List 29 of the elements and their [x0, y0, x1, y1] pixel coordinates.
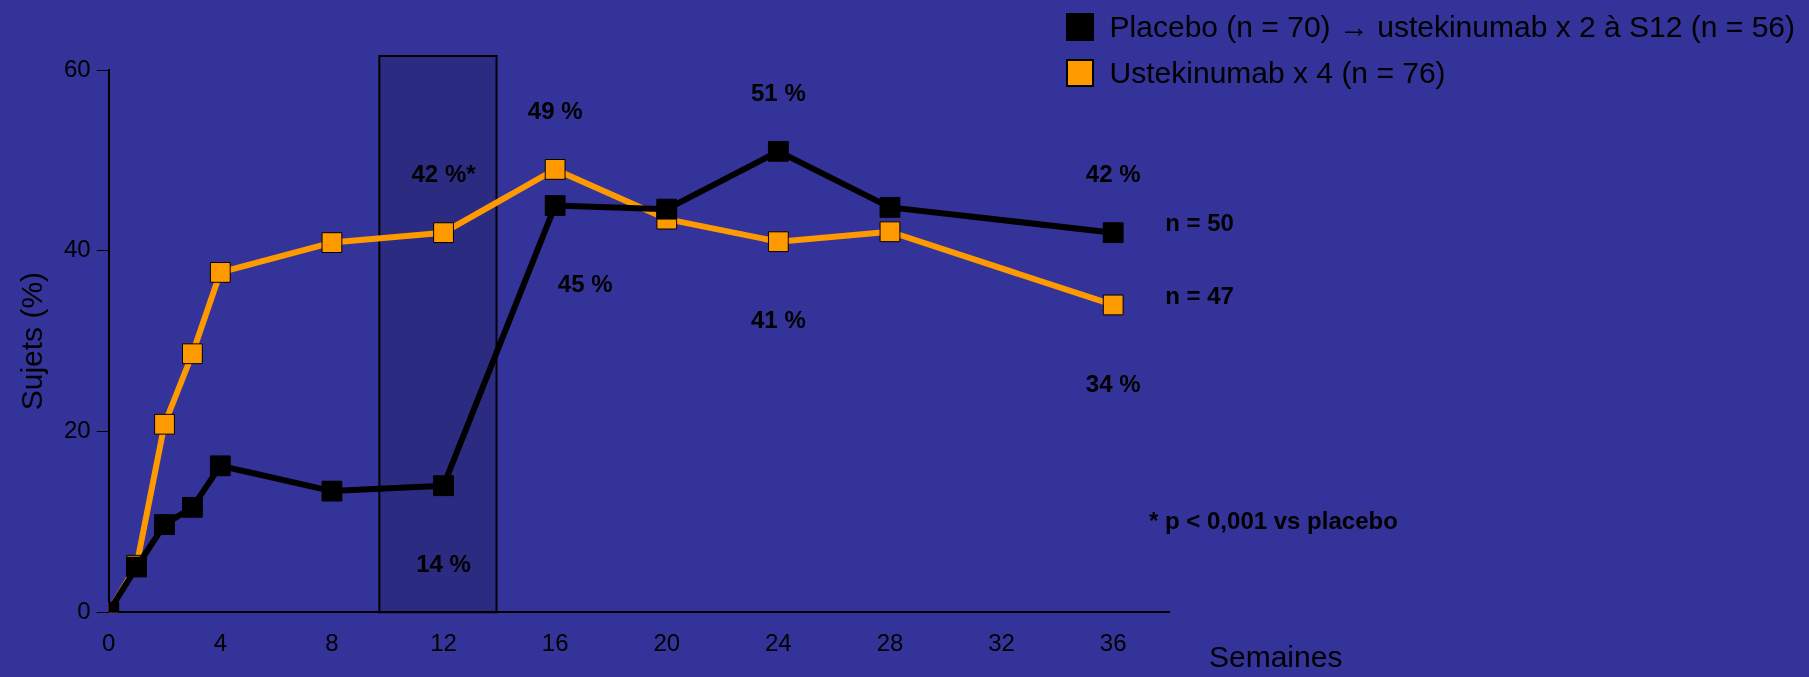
x-tick-label: 28 [876, 629, 904, 657]
y-tick-label: 60 [63, 54, 91, 82]
annotation: * p < 0,001 vs placebo [1149, 507, 1398, 535]
data-label: 34 % [1085, 369, 1141, 397]
x-tick-label: 12 [430, 629, 457, 657]
x-axis-title: Semaines [1209, 640, 1343, 674]
annotation: n = 50 [1165, 209, 1234, 237]
data-label: 49 % [527, 97, 583, 125]
y-tick-label: 20 [63, 416, 91, 444]
x-tick-label: 36 [1099, 629, 1127, 657]
data-label: 14 % [416, 550, 471, 578]
annotation: n = 47 [1165, 281, 1234, 309]
data-label: 42 %* [411, 160, 477, 188]
y-tick-label: 0 [77, 596, 91, 624]
x-tick-label: 16 [541, 629, 569, 657]
legend-label: Ustekinumab x 4 (n = 76) [1109, 56, 1446, 90]
data-label: 41 % [751, 306, 806, 334]
x-tick-label: 0 [102, 629, 116, 657]
data-label: 45 % [557, 270, 613, 298]
x-tick-label: 24 [765, 629, 792, 657]
x-tick-label: 32 [988, 629, 1015, 657]
legend-label: Placebo (n = 70) → ustekinumab x 2 à S12 (n = 56) [1109, 10, 1795, 44]
x-tick-label: 20 [653, 629, 681, 657]
x-tick-label: 8 [325, 629, 339, 657]
y-axis-title: Sujets (%) [15, 271, 49, 411]
data-label: 51 % [751, 78, 806, 106]
x-tick-label: 4 [213, 629, 227, 657]
data-label: 42 % [1085, 160, 1141, 188]
y-tick-label: 40 [63, 235, 91, 263]
